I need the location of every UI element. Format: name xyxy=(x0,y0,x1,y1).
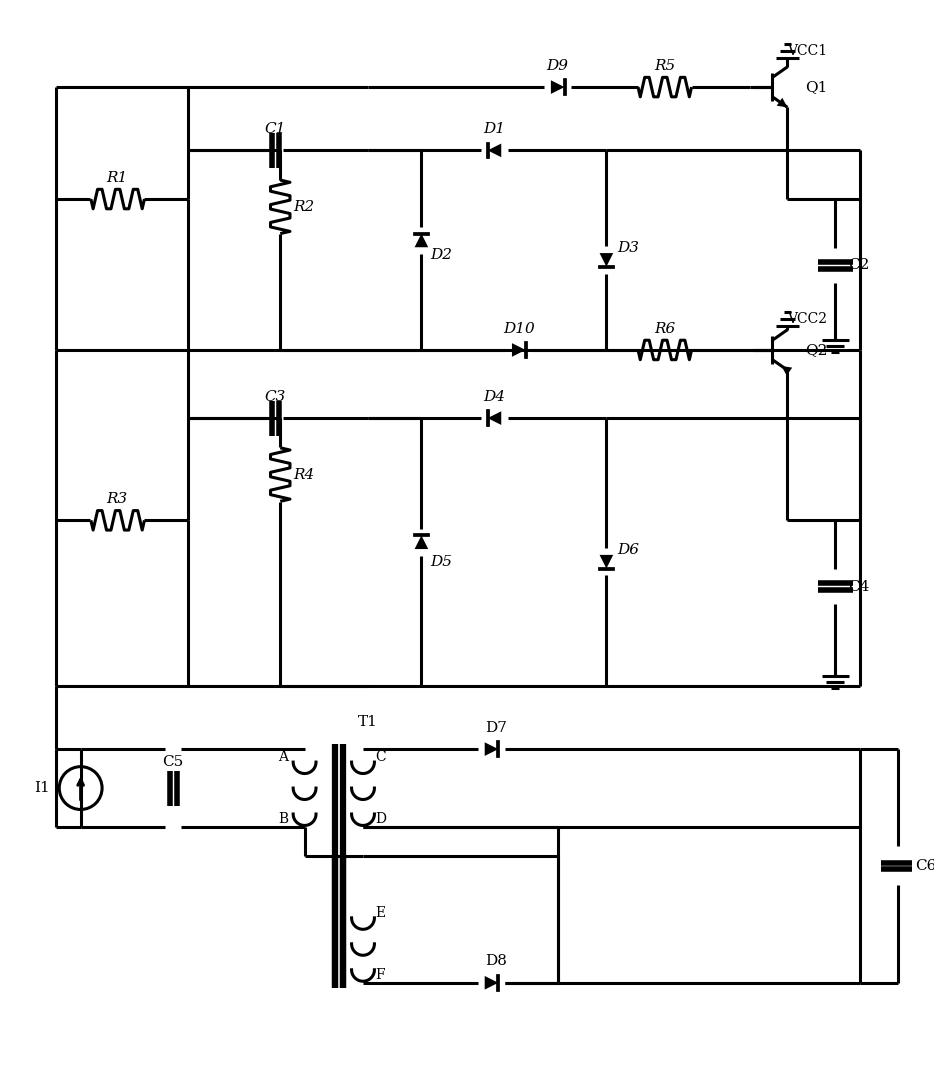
Text: C: C xyxy=(375,750,386,764)
Text: I1: I1 xyxy=(34,781,50,796)
Polygon shape xyxy=(551,80,564,94)
Text: R2: R2 xyxy=(293,200,314,214)
Text: D: D xyxy=(375,813,386,826)
Text: C1: C1 xyxy=(264,122,286,136)
Text: D7: D7 xyxy=(486,721,507,735)
Text: R6: R6 xyxy=(654,322,675,335)
Text: C2: C2 xyxy=(848,258,870,273)
Text: D5: D5 xyxy=(430,555,452,569)
Polygon shape xyxy=(485,742,499,756)
Text: T1: T1 xyxy=(358,715,378,728)
Polygon shape xyxy=(782,366,792,376)
Text: D3: D3 xyxy=(616,241,639,256)
Text: C5: C5 xyxy=(163,755,184,769)
Text: D1: D1 xyxy=(484,122,505,136)
Text: R4: R4 xyxy=(293,468,314,481)
Polygon shape xyxy=(488,144,502,158)
Text: Q1: Q1 xyxy=(805,80,828,94)
Text: VCC2: VCC2 xyxy=(787,312,827,326)
Text: C3: C3 xyxy=(264,390,286,404)
Polygon shape xyxy=(600,555,614,569)
Text: C4: C4 xyxy=(848,579,870,593)
Text: A: A xyxy=(278,750,289,764)
Polygon shape xyxy=(415,233,428,247)
Text: R1: R1 xyxy=(106,170,127,184)
Polygon shape xyxy=(415,536,428,550)
Text: D8: D8 xyxy=(486,954,507,968)
Text: VCC1: VCC1 xyxy=(786,44,827,59)
Polygon shape xyxy=(600,253,614,266)
Polygon shape xyxy=(512,343,526,357)
Text: D9: D9 xyxy=(546,59,569,72)
Text: C6: C6 xyxy=(915,859,934,873)
Text: B: B xyxy=(278,813,289,826)
Polygon shape xyxy=(488,411,502,425)
Text: R3: R3 xyxy=(106,492,127,506)
Text: Q2: Q2 xyxy=(805,343,828,357)
Text: D10: D10 xyxy=(502,322,534,335)
Text: R5: R5 xyxy=(654,59,675,72)
Text: D6: D6 xyxy=(616,543,639,557)
Text: E: E xyxy=(375,905,386,920)
Text: D2: D2 xyxy=(430,248,452,262)
Text: F: F xyxy=(375,968,386,982)
Polygon shape xyxy=(485,976,499,989)
Text: D4: D4 xyxy=(484,390,505,404)
Polygon shape xyxy=(777,98,787,108)
